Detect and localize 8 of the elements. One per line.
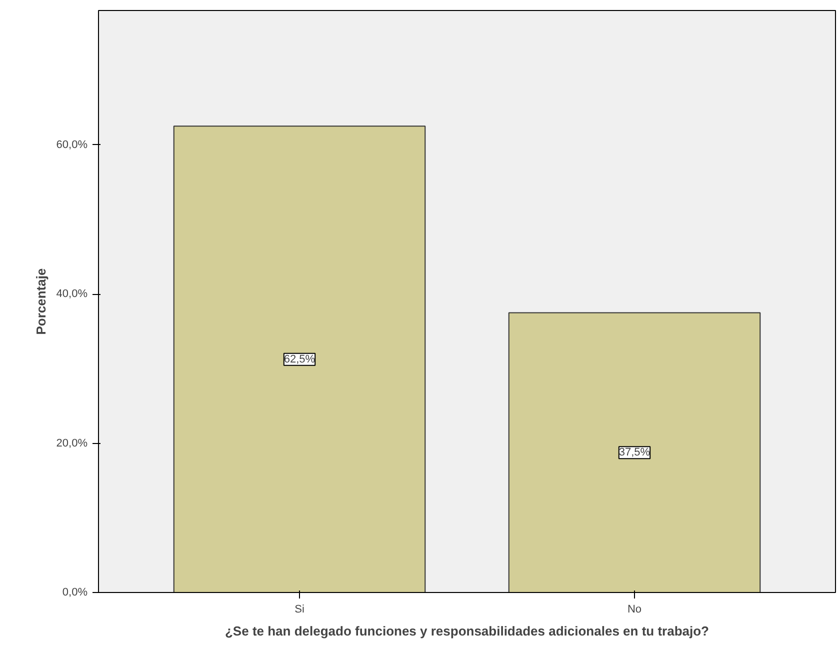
x-axis-title: ¿Se te han delegado funciones y responsabilidades adicionales en tu trabajo? [225,624,710,638]
y-tick-label: 20,0% [56,437,88,450]
x-tick-label: Si [294,604,304,616]
y-tick-label: 40,0% [56,288,88,300]
x-tick-label: No [627,604,642,616]
y-tick-label: 60,0% [56,138,88,151]
y-tick-label: 0,0% [62,586,88,598]
y-axis-title: Porcentaje [33,268,48,335]
